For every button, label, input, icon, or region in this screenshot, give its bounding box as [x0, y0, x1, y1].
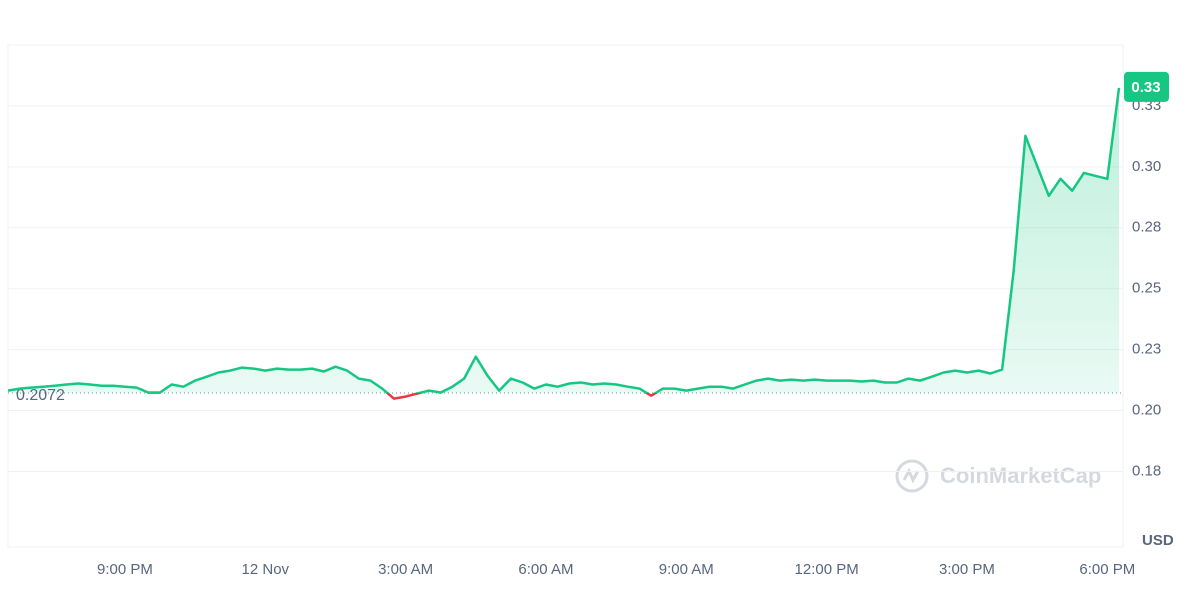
price-badge	[1124, 71, 1169, 102]
y-tick-label: 0.28	[1132, 219, 1161, 236]
x-tick-label: 9:00 PM	[97, 561, 153, 578]
plot-frame	[7, 44, 1124, 548]
watermark-logo	[895, 459, 929, 493]
y-tick-label: 0.20	[1132, 402, 1161, 419]
price-area	[8, 87, 1119, 393]
x-tick-label: 3:00 PM	[939, 561, 995, 578]
x-tick-label: 6:00 PM	[1079, 561, 1135, 578]
y-tick-label: 0.18	[1132, 462, 1161, 479]
y-tick-label: 0.23	[1132, 341, 1161, 358]
x-tick-label: 6:00 AM	[518, 561, 573, 578]
price-line-up	[7, 87, 1121, 393]
x-tick-label: 12 Nov	[242, 561, 290, 578]
unit-label: USD	[1142, 532, 1174, 549]
x-tick-label: 12:00 PM	[795, 561, 859, 578]
price-badge-label: 0.33	[1131, 79, 1160, 96]
y-tick-label: 0.30	[1132, 158, 1161, 175]
watermark: CoinMarketCap	[940, 463, 1101, 488]
y-tick-label: 0.25	[1132, 280, 1161, 297]
price-line-down	[146, 392, 659, 400]
x-tick-label: 3:00 AM	[378, 561, 433, 578]
x-tick-label: 9:00 AM	[659, 561, 714, 578]
